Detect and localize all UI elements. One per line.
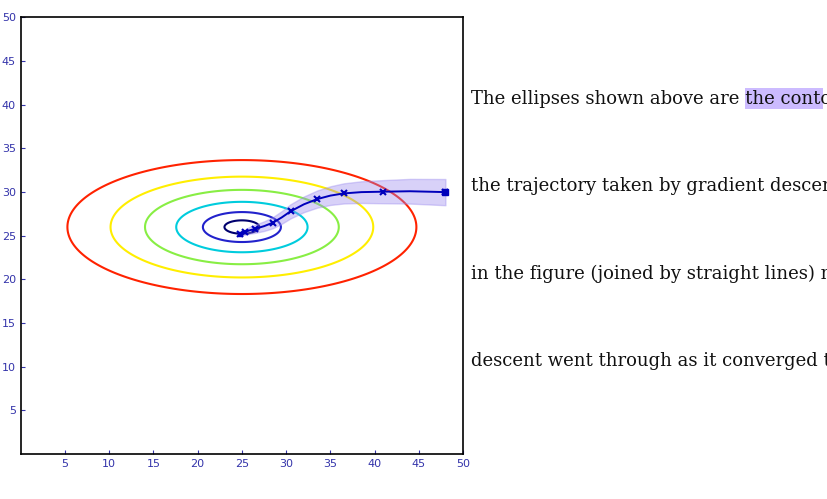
Bar (745, 88, 827, 109)
Text: The ellipses shown above are the contours of a quadratic function. Also shown is: The ellipses shown above are the contour… (471, 90, 827, 108)
Text: the trajectory taken by gradient descent, which was initialized at (48,30). The : the trajectory taken by gradient descent… (471, 177, 827, 196)
Text: in the figure (joined by straight lines) mark the successive values of θ that gr: in the figure (joined by straight lines)… (471, 264, 827, 283)
Text: descent went through as it converged to its minimum.: descent went through as it converged to … (471, 352, 827, 370)
